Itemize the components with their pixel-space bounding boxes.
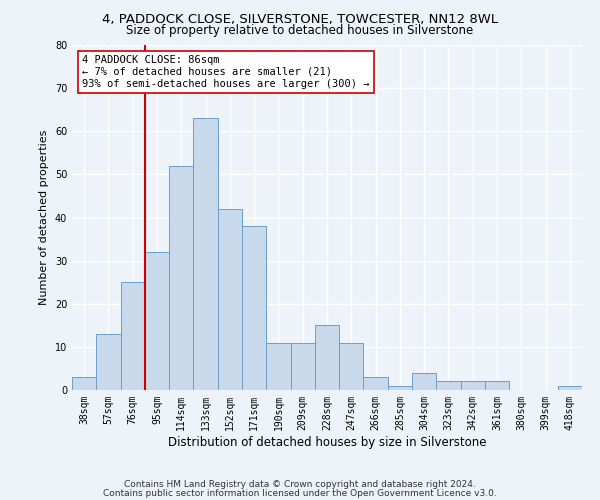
Bar	[290, 342, 315, 390]
Bar	[388, 386, 412, 390]
Text: 4, PADDOCK CLOSE, SILVERSTONE, TOWCESTER, NN12 8WL: 4, PADDOCK CLOSE, SILVERSTONE, TOWCESTER…	[102, 12, 498, 26]
Bar	[315, 326, 339, 390]
Bar	[169, 166, 193, 390]
Bar	[436, 382, 461, 390]
Bar	[339, 342, 364, 390]
Text: Size of property relative to detached houses in Silverstone: Size of property relative to detached ho…	[127, 24, 473, 37]
Bar	[412, 373, 436, 390]
Bar	[218, 209, 242, 390]
Bar	[558, 386, 582, 390]
Bar	[266, 342, 290, 390]
Bar	[145, 252, 169, 390]
Bar	[364, 377, 388, 390]
Text: Contains public sector information licensed under the Open Government Licence v3: Contains public sector information licen…	[103, 489, 497, 498]
Bar	[121, 282, 145, 390]
Y-axis label: Number of detached properties: Number of detached properties	[39, 130, 49, 305]
Bar	[242, 226, 266, 390]
Text: Contains HM Land Registry data © Crown copyright and database right 2024.: Contains HM Land Registry data © Crown c…	[124, 480, 476, 489]
Bar	[96, 334, 121, 390]
Bar	[72, 377, 96, 390]
X-axis label: Distribution of detached houses by size in Silverstone: Distribution of detached houses by size …	[168, 436, 486, 448]
Bar	[193, 118, 218, 390]
Bar	[461, 382, 485, 390]
Text: 4 PADDOCK CLOSE: 86sqm
← 7% of detached houses are smaller (21)
93% of semi-deta: 4 PADDOCK CLOSE: 86sqm ← 7% of detached …	[82, 56, 370, 88]
Bar	[485, 382, 509, 390]
